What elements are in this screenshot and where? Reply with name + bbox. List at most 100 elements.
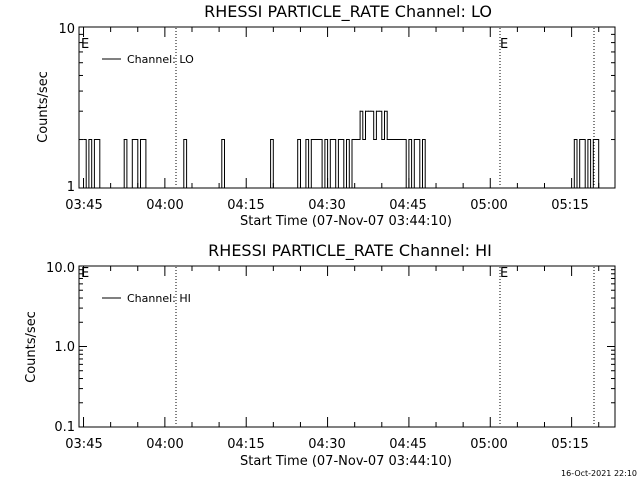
lo-data-point bbox=[120, 187, 122, 189]
lo-x-tick-label: 04:00 bbox=[146, 198, 183, 213]
lo-data-point bbox=[402, 139, 404, 141]
lo-data-point bbox=[584, 187, 586, 189]
lo-data-point bbox=[321, 187, 323, 189]
hi-x-tick-label: 04:30 bbox=[308, 437, 345, 452]
hi-y-tick-label: 10.0 bbox=[46, 261, 75, 276]
lo-data-point bbox=[324, 139, 326, 141]
lo-data-point bbox=[576, 187, 578, 189]
lo-x-tick-label: 03:45 bbox=[65, 198, 102, 213]
lo-data-point bbox=[598, 187, 600, 189]
lo-data-point bbox=[411, 187, 413, 189]
lo-legend-label: Channel: LO bbox=[127, 53, 194, 66]
lo-data-point bbox=[186, 187, 188, 189]
hi-x-tick-label: 05:00 bbox=[470, 437, 507, 452]
lo-data-point bbox=[373, 139, 375, 141]
hi-x-axis-label: Start Time (07-Nov-07 03:44:10) bbox=[240, 454, 452, 469]
lo-data-point bbox=[381, 139, 383, 141]
lo-y-axis: 10 1 bbox=[58, 22, 615, 195]
lo-data-point bbox=[131, 139, 133, 141]
lo-y-tick-label: 10 bbox=[58, 22, 75, 37]
lo-data-point bbox=[378, 110, 380, 112]
lo-data-point bbox=[142, 139, 144, 141]
hi-x-tick-label: 04:45 bbox=[389, 437, 426, 452]
lo-y-tick-label: 1 bbox=[67, 180, 75, 195]
lo-data-point bbox=[129, 187, 131, 189]
hi-plot-frame bbox=[78, 265, 616, 428]
hi-x-tick-label: 04:00 bbox=[146, 437, 183, 452]
lo-data-point bbox=[221, 139, 223, 141]
hi-y-tick-label: 1.0 bbox=[54, 340, 75, 355]
lo-data-point bbox=[139, 139, 141, 141]
lo-data-point bbox=[587, 139, 589, 141]
lo-data-point bbox=[386, 139, 388, 141]
hi-event-marker: E bbox=[81, 266, 89, 281]
lo-data-point bbox=[416, 139, 418, 141]
lo-data-point bbox=[337, 139, 339, 141]
panel-hi: RHESSI PARTICLE_RATE Channel: HI 10.0 1.… bbox=[24, 241, 616, 469]
lo-data-point bbox=[224, 187, 226, 189]
lo-data-point bbox=[137, 187, 139, 189]
lo-data-point bbox=[83, 139, 85, 141]
lo-series-group bbox=[83, 110, 601, 189]
lo-data-point bbox=[93, 139, 95, 141]
lo-data-point bbox=[329, 139, 331, 141]
hi-x-tick-label: 04:15 bbox=[227, 437, 264, 452]
lo-data-point bbox=[389, 139, 391, 141]
lo-data-point bbox=[332, 139, 334, 141]
lo-data-point bbox=[579, 139, 581, 141]
lo-data-point bbox=[118, 187, 120, 189]
lo-data-point bbox=[354, 139, 356, 141]
lo-data-point bbox=[413, 139, 415, 141]
hi-x-tick-label: 03:45 bbox=[65, 437, 102, 452]
lo-data-point bbox=[110, 187, 112, 189]
lo-data-point bbox=[365, 110, 367, 112]
lo-x-tick-label: 04:30 bbox=[308, 198, 345, 213]
lo-data-point bbox=[153, 187, 155, 189]
hi-legend: Channel: HI bbox=[102, 292, 191, 305]
lo-x-tick-label: 05:15 bbox=[551, 198, 588, 213]
lo-data-point bbox=[421, 139, 423, 141]
lo-data-point bbox=[571, 187, 573, 189]
hi-event-marker: E bbox=[500, 266, 508, 281]
lo-data-point bbox=[96, 139, 98, 141]
lo-data-point bbox=[272, 187, 274, 189]
lo-data-point bbox=[299, 187, 301, 189]
lo-data-point bbox=[424, 187, 426, 189]
lo-x-axis-label: Start Time (07-Nov-07 03:44:10) bbox=[240, 214, 452, 229]
lo-data-point bbox=[400, 139, 402, 141]
lo-data-point bbox=[595, 139, 597, 141]
lo-x-tick-label: 04:15 bbox=[227, 198, 264, 213]
lo-data-point bbox=[308, 187, 310, 189]
lo-data-point bbox=[335, 187, 337, 189]
lo-data-point bbox=[340, 139, 342, 141]
lo-data-point bbox=[148, 187, 150, 189]
lo-data-point bbox=[346, 139, 348, 141]
lo-data-point bbox=[375, 110, 377, 112]
lo-data-point bbox=[112, 187, 114, 189]
lo-y-axis-label: Counts/sec bbox=[36, 71, 51, 143]
lo-x-tick-label: 04:45 bbox=[389, 198, 426, 213]
lo-data-point bbox=[356, 139, 358, 141]
lo-data-point bbox=[367, 110, 369, 112]
hi-y-axis: 10.0 1.0 0.1 bbox=[46, 261, 615, 435]
lo-data-point bbox=[88, 139, 90, 141]
lo-data-point bbox=[294, 187, 296, 189]
footer-timestamp: 16-Oct-2021 22:10 bbox=[561, 469, 637, 478]
lo-data-point bbox=[267, 187, 269, 189]
lo-data-point bbox=[343, 187, 345, 189]
lo-data-point bbox=[150, 187, 152, 189]
lo-data-point bbox=[397, 139, 399, 141]
lo-x-axis: 03:45 04:00 04:15 04:30 04:45 05:00 05:1… bbox=[65, 27, 600, 213]
lo-data-point bbox=[85, 187, 87, 189]
lo-chart-title: RHESSI PARTICLE_RATE Channel: LO bbox=[204, 2, 492, 22]
lo-data-point bbox=[370, 110, 372, 112]
lo-data-point bbox=[102, 187, 104, 189]
lo-data-point bbox=[270, 139, 272, 141]
lo-data-point bbox=[126, 187, 128, 189]
lo-data-point bbox=[183, 139, 185, 141]
lo-data-point bbox=[581, 139, 583, 141]
hi-chart-title: RHESSI PARTICLE_RATE Channel: HI bbox=[208, 241, 492, 261]
panel-lo: RHESSI PARTICLE_RATE Channel: LO 10 1 Co… bbox=[36, 2, 616, 229]
lo-data-point bbox=[123, 139, 125, 141]
